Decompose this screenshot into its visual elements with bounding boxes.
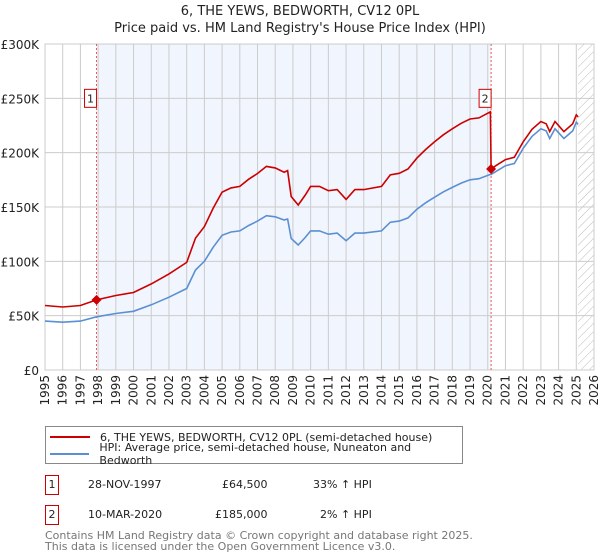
y-tick-label: £50K bbox=[8, 310, 40, 324]
x-tick-label: 1995 bbox=[38, 375, 52, 406]
x-tick-label: 2001 bbox=[144, 375, 158, 406]
blue-line-swatch bbox=[50, 453, 90, 455]
sale-badge-label: 1 bbox=[87, 92, 94, 105]
x-tick-label: 2008 bbox=[268, 375, 282, 406]
transaction-hpi: 33% ↑ HPI bbox=[313, 478, 372, 491]
transaction-price: £185,000 bbox=[215, 508, 268, 521]
x-tick-label: 2016 bbox=[410, 375, 424, 406]
transaction-hpi: 2% ↑ HPI bbox=[320, 508, 372, 521]
x-tick-label: 2023 bbox=[534, 375, 548, 406]
x-tick-label: 2006 bbox=[233, 375, 247, 406]
x-tick-label: 2026 bbox=[587, 375, 600, 406]
transaction-price: £64,500 bbox=[222, 478, 268, 491]
legend: 6, THE YEWS, BEDWORTH, CV12 0PL (semi-de… bbox=[45, 426, 463, 467]
x-tick-label: 2005 bbox=[215, 375, 229, 406]
legend-item-hpi: HPI: Average price, semi-detached house,… bbox=[50, 441, 462, 467]
y-tick-label: £100K bbox=[1, 255, 41, 269]
property-series-line bbox=[44, 110, 579, 308]
sale-point bbox=[91, 294, 102, 305]
x-tick-label: 1999 bbox=[109, 375, 123, 406]
x-tick-label: 1998 bbox=[91, 375, 105, 406]
x-tick-label: 2011 bbox=[321, 375, 335, 406]
transaction-date: 10-MAR-2020 bbox=[88, 508, 163, 521]
y-tick-label: £150K bbox=[1, 201, 41, 215]
x-tick-label: 1996 bbox=[56, 375, 70, 406]
x-tick-label: 2000 bbox=[127, 375, 141, 406]
x-tick-label: 2009 bbox=[286, 375, 300, 406]
sale-point bbox=[486, 163, 497, 174]
x-tick-label: 2004 bbox=[197, 375, 211, 406]
x-tick-label: 2021 bbox=[498, 375, 512, 406]
sale-badge-label: 2 bbox=[482, 92, 489, 105]
red-line-swatch bbox=[50, 436, 90, 438]
x-tick-label: 2020 bbox=[481, 375, 495, 406]
x-tick-label: 2007 bbox=[251, 375, 265, 406]
transaction-badge: 1 bbox=[45, 475, 59, 495]
price-chart: 1995 1996 1997 1998 1999 2000 2001 2002 2003 2004… bbox=[1, 38, 600, 406]
x-tick-label: 2012 bbox=[339, 375, 353, 406]
transaction-badge: 2 bbox=[45, 505, 59, 525]
footer-copyright: Contains HM Land Registry data © Crown c… bbox=[45, 529, 473, 542]
footer: Contains HM Land Registry data © Crown c… bbox=[45, 530, 473, 552]
sale-badge-box bbox=[478, 88, 492, 108]
x-tick-label: 2025 bbox=[569, 375, 583, 406]
y-tick-label: £250K bbox=[1, 92, 41, 106]
y-tick-label: £200K bbox=[1, 147, 41, 161]
legend-item-property: 6, THE YEWS, BEDWORTH, CV12 0PL (semi-de… bbox=[50, 429, 432, 445]
x-tick-label: 2022 bbox=[516, 375, 530, 406]
x-tick-label: 2019 bbox=[463, 375, 477, 406]
y-tick-label: £300K bbox=[1, 38, 41, 52]
x-tick-label: 2003 bbox=[180, 375, 194, 406]
transaction-date: 28-NOV-1997 bbox=[88, 478, 162, 491]
chart-title-line2: Price paid vs. HM Land Registry's House … bbox=[114, 21, 486, 36]
x-tick-label: 2024 bbox=[552, 375, 566, 406]
y-tick-label: £0 bbox=[24, 364, 39, 378]
legend-label-hpi: HPI: Average price, semi-detached house,… bbox=[99, 441, 412, 467]
hpi-series-line bbox=[44, 120, 579, 324]
sale-badge-box bbox=[84, 88, 98, 108]
x-tick-label: 2017 bbox=[428, 375, 442, 406]
x-tick-label: 1997 bbox=[73, 375, 87, 406]
x-tick-label: 2018 bbox=[445, 375, 459, 406]
footer-licence: This data is licensed under the Open Gov… bbox=[45, 540, 396, 553]
x-tick-label: 2013 bbox=[357, 375, 371, 406]
legend-label-property: 6, THE YEWS, BEDWORTH, CV12 0PL (semi-de… bbox=[100, 430, 433, 444]
x-tick-label: 2010 bbox=[304, 375, 318, 406]
x-tick-label: 2014 bbox=[374, 375, 388, 406]
x-tick-label: 2002 bbox=[162, 375, 176, 406]
x-tick-label: 2015 bbox=[392, 375, 406, 406]
chart-title-line1: 6, THE YEWS, BEDWORTH, CV12 0PL bbox=[180, 4, 420, 19]
